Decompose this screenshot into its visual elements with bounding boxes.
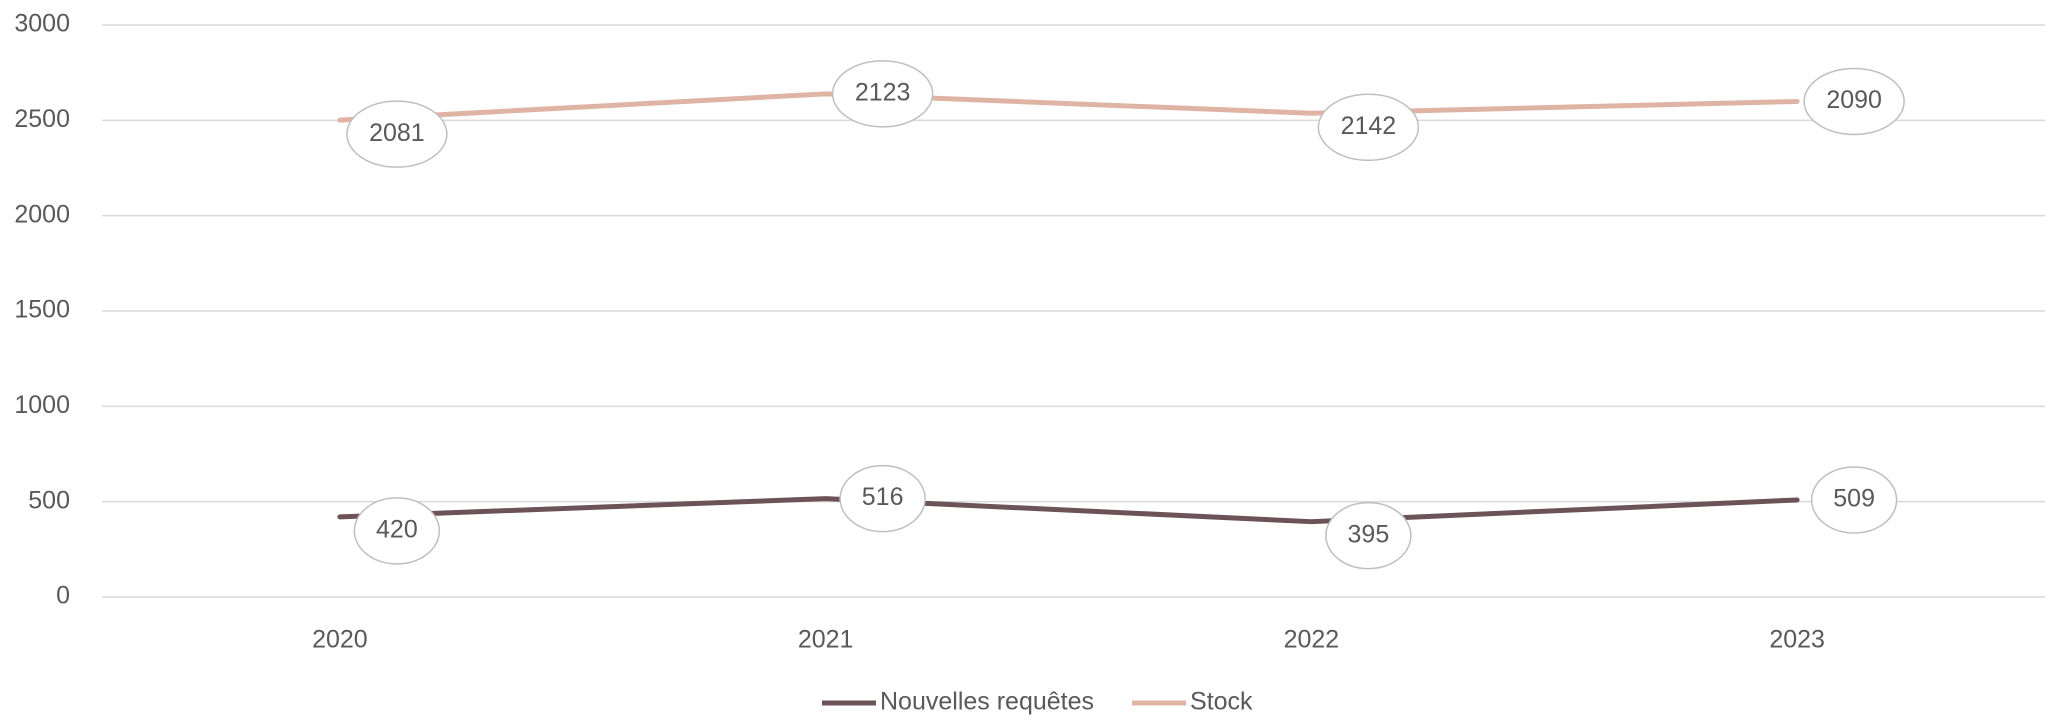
data-label-bubble	[353, 497, 441, 565]
x-tick-label: 2022	[1284, 626, 1340, 654]
legend-label: Nouvelles requêtes	[880, 688, 1094, 716]
y-tick-label: 500	[28, 486, 70, 514]
y-tick-label: 2000	[14, 200, 70, 228]
series-line	[337, 496, 1800, 525]
data-label-bubble	[1325, 501, 1412, 570]
data-label-bubble	[1317, 93, 1420, 162]
data-label: 2142	[1341, 112, 1397, 140]
data-label: 2123	[855, 78, 911, 106]
x-tick-label: 2023	[1769, 626, 1825, 654]
data-label: 516	[862, 483, 904, 511]
data-label: 2081	[369, 119, 425, 147]
legend-label: Stock	[1190, 688, 1253, 716]
data-label: 395	[1348, 520, 1390, 548]
data-label: 2090	[1826, 86, 1882, 114]
y-tick-label: 3000	[14, 10, 70, 38]
y-tick-label: 1500	[14, 296, 70, 324]
data-label-bubble	[831, 60, 934, 128]
series-line	[337, 91, 1800, 123]
data-label-bubble	[346, 100, 448, 168]
data-label-bubble	[839, 464, 926, 533]
data-label: 420	[376, 516, 418, 544]
x-tick-label: 2021	[798, 626, 854, 654]
data-label-bubble	[1810, 466, 1898, 534]
y-tick-label: 1000	[14, 391, 70, 419]
data-label-bubble	[1803, 67, 1905, 136]
y-tick-label: 2500	[14, 105, 70, 133]
y-tick-label: 0	[56, 582, 70, 610]
data-label: 509	[1833, 485, 1875, 513]
x-tick-label: 2020	[312, 626, 368, 654]
